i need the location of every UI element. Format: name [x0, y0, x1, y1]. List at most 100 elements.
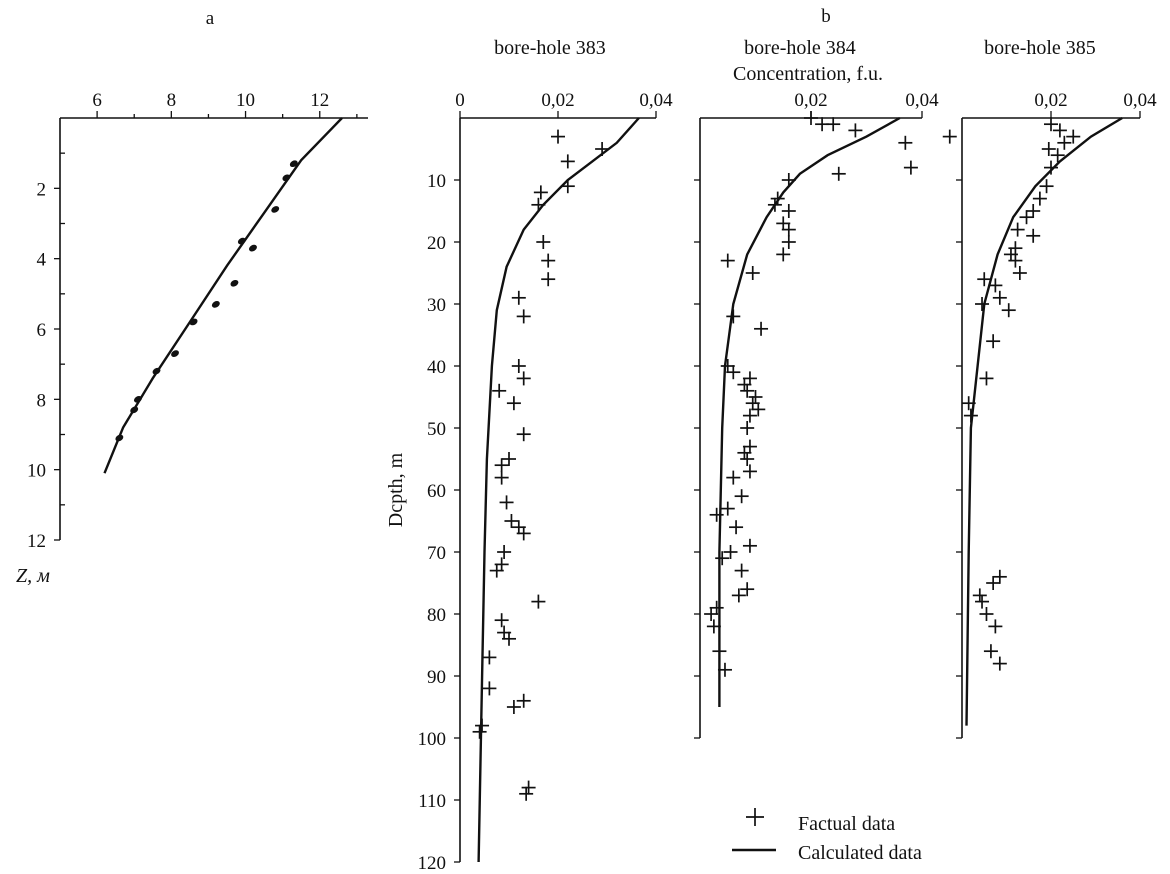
data-point [776, 216, 791, 231]
data-point [720, 359, 735, 373]
calculated-curve-383 [477, 117, 640, 863]
data-point [482, 650, 497, 665]
data-point [482, 681, 497, 696]
data-point [494, 613, 509, 628]
data-point [740, 383, 755, 398]
data-point [767, 197, 782, 212]
data-point [1019, 210, 1034, 225]
legend: Factual data Calculated data [732, 808, 922, 864]
y-tick-label-383: 70 [427, 543, 446, 564]
data-point [726, 470, 741, 485]
y-tick-label-a: 4 [37, 250, 47, 271]
data-point [975, 594, 990, 609]
data-point [963, 408, 978, 423]
data-point [475, 718, 490, 733]
data-point [734, 563, 749, 578]
data-point [1026, 204, 1041, 218]
data-point [211, 301, 220, 308]
legend-calculated-label: Calculated data [798, 842, 922, 864]
data-point [754, 321, 769, 336]
legend-factual-marker [746, 808, 764, 826]
data-point [531, 197, 546, 212]
panel-a: 6 8 10 12 2 4 6 8 10 12 [27, 90, 368, 552]
data-point [1012, 266, 1027, 280]
data-point [992, 290, 1007, 305]
panel-383: 0 0,02 0,04 10 20 30 40 50 60 70 80 90 100 110 120 [418, 90, 674, 874]
y-tick-label-383: 80 [427, 605, 446, 626]
data-point [781, 222, 796, 237]
data-point [506, 700, 521, 714]
data-point [748, 390, 763, 404]
x-tick-label-a: 12 [310, 90, 329, 111]
data-point [502, 631, 516, 646]
data-point [516, 371, 531, 386]
data-point [737, 445, 752, 460]
data-point [770, 191, 785, 206]
data-point [1039, 179, 1054, 194]
x-tick-label-383: 0,04 [639, 90, 673, 111]
data-point [472, 724, 487, 739]
data-point [560, 179, 575, 194]
y-tick-label-a: 6 [37, 320, 47, 341]
calculated-curve-a [103, 117, 343, 474]
data-point [1041, 142, 1056, 156]
data-point [731, 588, 746, 603]
x-tick-label-383: 0,02 [541, 90, 574, 111]
data-point [986, 334, 1001, 349]
data-point [831, 166, 846, 181]
data-point [521, 780, 536, 795]
x-tick-label-384: 0,04 [905, 90, 939, 111]
title-385: bore-hole 385 [984, 37, 1096, 59]
data-point [720, 253, 735, 268]
data-point [986, 576, 1001, 590]
data-point [781, 235, 796, 249]
data-point [979, 607, 994, 621]
data-point [742, 371, 757, 386]
y-tick-label-383: 10 [427, 171, 446, 192]
y-tick-label-383: 110 [418, 791, 446, 812]
data-point [903, 160, 918, 175]
data-point [742, 538, 757, 553]
y-tick-label-383: 60 [427, 481, 446, 502]
data-point [595, 142, 610, 156]
data-point [516, 526, 531, 541]
data-point [494, 470, 509, 485]
calculated-curve-384 [718, 116, 901, 707]
data-point [499, 495, 514, 510]
x-tick-label-385: 0,02 [1034, 90, 1067, 111]
y-tick-label-383: 20 [427, 233, 446, 254]
data-point [1066, 129, 1081, 144]
data-point [271, 206, 280, 213]
panel-label-b: b [821, 6, 831, 27]
y-tick-label-a: 10 [27, 461, 46, 482]
data-point [742, 464, 757, 479]
data-point [742, 439, 757, 454]
legend-factual-label: Factual data [798, 813, 895, 835]
x-tick-label-a: 10 [236, 90, 255, 111]
data-point [737, 377, 752, 392]
data-point [189, 318, 198, 326]
data-point [1001, 303, 1016, 318]
data-point [1032, 191, 1047, 206]
data-point [977, 272, 992, 287]
data-point [709, 600, 724, 615]
y-tick-label-383: 30 [427, 295, 446, 316]
data-point [249, 244, 257, 252]
data-point [815, 117, 830, 132]
y-tick-label-a: 8 [37, 390, 47, 411]
data-point [531, 594, 546, 609]
data-point [1052, 123, 1067, 138]
data-point [551, 129, 565, 144]
y-tick-label-a: 2 [37, 179, 47, 200]
ylabel-depth: Dcpth, m [385, 452, 407, 527]
data-point [289, 160, 298, 168]
data-point [781, 204, 796, 218]
data-point [704, 607, 719, 621]
data-point [740, 452, 755, 466]
data-point [729, 520, 744, 535]
data-point [492, 383, 507, 398]
data-point [745, 266, 760, 280]
data-point [975, 297, 990, 311]
data-point [1010, 222, 1025, 237]
y-tick-label-383: 50 [427, 419, 446, 440]
